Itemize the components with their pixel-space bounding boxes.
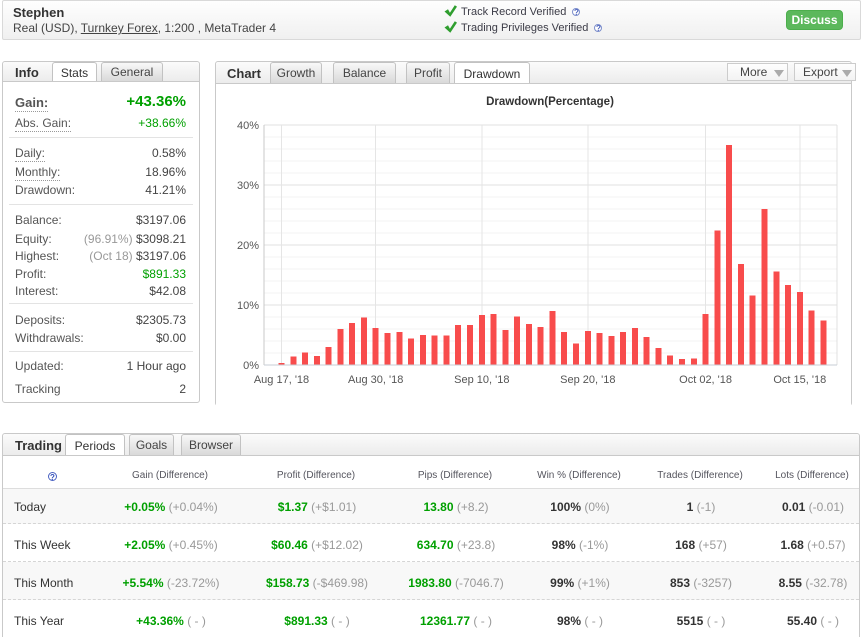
- svg-text:Oct 15, '18: Oct 15, '18: [773, 374, 826, 386]
- svg-text:Oct 02, '18: Oct 02, '18: [679, 374, 732, 386]
- svg-text:Aug 17, '18: Aug 17, '18: [254, 374, 309, 386]
- svg-text:Drawdown(Percentage): Drawdown(Percentage): [486, 96, 614, 108]
- svg-text:20%: 20%: [237, 240, 259, 252]
- svg-text:Sep 10, '18: Sep 10, '18: [454, 374, 509, 386]
- svg-text:30%: 30%: [237, 180, 259, 192]
- svg-text:40%: 40%: [237, 120, 259, 132]
- svg-text:Sep 20, '18: Sep 20, '18: [560, 374, 615, 386]
- svg-text:10%: 10%: [237, 300, 259, 312]
- svg-text:0%: 0%: [243, 360, 259, 372]
- svg-text:Aug 30, '18: Aug 30, '18: [348, 374, 403, 386]
